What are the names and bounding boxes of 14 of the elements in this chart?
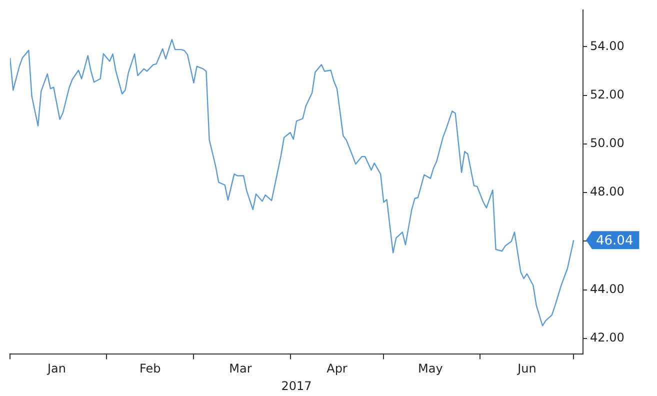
x-tick-label: May bbox=[418, 362, 443, 376]
x-tick-label: Mar bbox=[229, 362, 252, 376]
x-tick-label: Jun bbox=[516, 362, 536, 376]
x-tick-label: Jan bbox=[46, 362, 66, 376]
y-tick-label: 54.00 bbox=[590, 38, 624, 53]
x-tick-label: Feb bbox=[140, 362, 161, 376]
y-tick-label: 50.00 bbox=[590, 136, 624, 150]
y-tick-label: 44.00 bbox=[590, 282, 624, 296]
y-tick-label: 52.00 bbox=[590, 87, 624, 102]
x-tick-label: Apr bbox=[326, 362, 348, 376]
y-tick-label: 48.00 bbox=[590, 184, 624, 199]
x-axis-title: 2017 bbox=[281, 378, 312, 393]
annotation: 46.04 bbox=[596, 234, 634, 249]
y-tick-label: 42.00 bbox=[590, 330, 624, 345]
